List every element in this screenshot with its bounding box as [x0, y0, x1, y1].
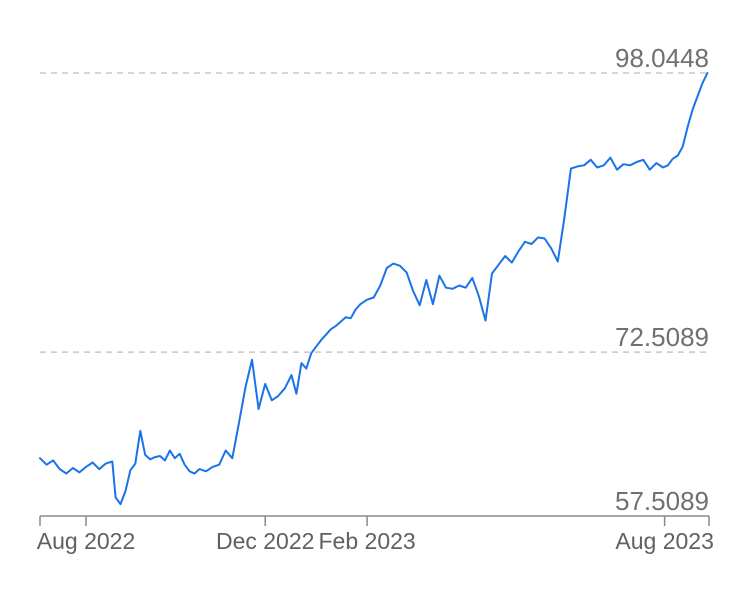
- x-axis: [39, 515, 710, 526]
- x-tick-label: Dec 2022: [216, 528, 314, 554]
- x-tick-label: Aug 2023: [615, 528, 713, 554]
- gridlines: [40, 72, 709, 353]
- x-tick-labels: Aug 2022 Dec 2022 Feb 2023 Aug 2023: [37, 528, 714, 554]
- y-tick-label: 72.5089: [615, 322, 709, 352]
- y-tick-labels: 98.0448 72.5089 57.5089: [615, 43, 709, 516]
- x-tick-label: Aug 2022: [37, 528, 135, 554]
- series-line: [39, 72, 709, 506]
- y-tick-label: 98.0448: [615, 43, 709, 73]
- x-tick-label: Feb 2023: [319, 528, 416, 554]
- y-tick-label: 57.5089: [615, 486, 709, 516]
